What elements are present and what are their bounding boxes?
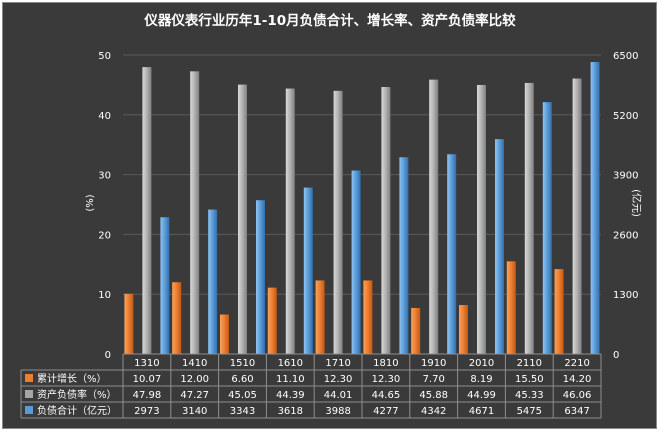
legend-key-series-2 bbox=[25, 406, 33, 414]
table-cell: 44.99 bbox=[467, 390, 496, 401]
table-cell: 4342 bbox=[421, 406, 446, 417]
bar-1410-series-0 bbox=[172, 282, 182, 354]
category-label: 1410 bbox=[182, 358, 207, 369]
table-cell: 45.33 bbox=[515, 390, 544, 401]
category-label: 2010 bbox=[469, 358, 494, 369]
table-cell: 4277 bbox=[373, 406, 398, 417]
right-tick-label: 6500 bbox=[613, 51, 638, 62]
left-axis-label: (%) bbox=[85, 194, 96, 211]
table-cell: 45.05 bbox=[228, 390, 257, 401]
bar-1610-series-1 bbox=[285, 88, 295, 355]
table-cell: 3343 bbox=[230, 406, 255, 417]
table-cell: 45.88 bbox=[419, 390, 448, 401]
table-cell: 3140 bbox=[182, 406, 207, 417]
table-cell: 44.39 bbox=[276, 390, 305, 401]
bar-2110-series-1 bbox=[524, 82, 534, 354]
table-cell: 6347 bbox=[564, 406, 589, 417]
table-cell: 46.06 bbox=[563, 390, 592, 401]
right-tick-label: 3900 bbox=[613, 171, 638, 182]
left-tick-label: 40 bbox=[98, 111, 111, 122]
category-label: 1310 bbox=[134, 358, 159, 369]
legend-key-series-1 bbox=[25, 390, 33, 398]
category-label: 2210 bbox=[564, 358, 589, 369]
right-axis-label: (亿元) bbox=[630, 189, 643, 217]
bar-1510-series-1 bbox=[238, 84, 247, 354]
bar-2010-series-0 bbox=[459, 305, 468, 354]
bar-1510-series-2 bbox=[256, 200, 265, 354]
bar-1310-series-2 bbox=[160, 217, 170, 354]
bar-1810-series-0 bbox=[363, 280, 373, 354]
chart-frame: 仪器仪表行业历年1-10月负债合计、增长率、资产负债率比较 0 10 20 30 40 5… bbox=[2, 2, 657, 429]
bar-2210-series-1 bbox=[572, 78, 582, 354]
bar-1910-series-0 bbox=[411, 307, 421, 354]
legend-key-series-0 bbox=[25, 374, 33, 382]
table-cell: 5475 bbox=[517, 406, 542, 417]
right-tick-label: 1300 bbox=[613, 290, 638, 301]
bar-2210-series-0 bbox=[554, 269, 564, 354]
legend-label-series-0: 累计增长（%） bbox=[37, 372, 107, 385]
bar-2110-series-0 bbox=[506, 261, 516, 354]
table-cell: 11.10 bbox=[276, 374, 305, 385]
left-tick-label: 0 bbox=[105, 350, 111, 361]
bar-1810-series-2 bbox=[399, 157, 409, 354]
legend-label-series-1: 资产负债率（%） bbox=[37, 388, 117, 401]
bar-2010-series-2 bbox=[495, 139, 504, 354]
bar-1510-series-0 bbox=[220, 314, 229, 354]
left-tick-label: 50 bbox=[98, 51, 111, 62]
table-cell: 2973 bbox=[134, 406, 159, 417]
bar-1410-series-1 bbox=[190, 71, 200, 354]
bar-1910-series-2 bbox=[447, 154, 457, 354]
bar-1310-series-1 bbox=[142, 67, 152, 355]
data-table: 1310 1410 1510 1610 1710 1810 1910 2010 2110 2210… bbox=[20, 353, 602, 419]
chart-title: 仪器仪表行业历年1-10月负债合计、增长率、资产负债率比较 bbox=[143, 12, 516, 29]
table-cell: 12.30 bbox=[372, 374, 401, 385]
bar-1710-series-1 bbox=[333, 90, 343, 355]
left-axis-ticks: 0 10 20 30 40 50 bbox=[98, 51, 111, 361]
right-tick-label: 0 bbox=[613, 350, 619, 361]
bar-2010-series-1 bbox=[477, 84, 486, 354]
table-cell: 15.50 bbox=[515, 374, 544, 385]
category-label: 1910 bbox=[421, 358, 446, 369]
bar-1710-series-2 bbox=[351, 170, 361, 354]
left-tick-label: 10 bbox=[98, 290, 111, 301]
table-cell: 14.20 bbox=[563, 374, 592, 385]
category-label: 1810 bbox=[373, 358, 398, 369]
bars bbox=[124, 62, 600, 355]
table-cell: 6.60 bbox=[231, 374, 253, 385]
table-cell: 3988 bbox=[325, 406, 350, 417]
category-label: 2110 bbox=[517, 358, 542, 369]
table-cell: 47.27 bbox=[180, 390, 209, 401]
table-cell: 47.98 bbox=[133, 390, 162, 401]
right-tick-label: 5200 bbox=[613, 111, 638, 122]
table-cell: 44.65 bbox=[372, 390, 401, 401]
category-label: 1610 bbox=[278, 358, 303, 369]
gridlines bbox=[123, 54, 601, 295]
category-label: 1710 bbox=[325, 358, 350, 369]
bar-1910-series-1 bbox=[429, 79, 439, 354]
bar-1310-series-0 bbox=[124, 293, 134, 354]
bar-2210-series-2 bbox=[590, 62, 600, 355]
table-cell: 10.07 bbox=[133, 374, 162, 385]
table-cell: 4671 bbox=[469, 406, 494, 417]
bar-1610-series-2 bbox=[303, 187, 313, 354]
left-tick-label: 30 bbox=[98, 171, 111, 182]
table-cell: 8.19 bbox=[470, 374, 492, 385]
table-cell: 12.00 bbox=[180, 374, 209, 385]
bar-1410-series-2 bbox=[208, 209, 218, 354]
right-axis-ticks: 0 1300 2600 3900 5200 6500 bbox=[613, 51, 638, 361]
right-tick-label: 2600 bbox=[613, 230, 638, 241]
bar-1710-series-0 bbox=[315, 280, 325, 354]
bar-1610-series-0 bbox=[267, 287, 277, 354]
bar-2110-series-2 bbox=[542, 102, 552, 355]
chart: 仪器仪表行业历年1-10月负债合计、增长率、资产负债率比较 0 10 20 30 40 5… bbox=[20, 12, 643, 419]
legend-label-series-2: 负债合计（亿元） bbox=[37, 404, 117, 417]
bar-1810-series-1 bbox=[381, 86, 391, 355]
left-tick-label: 20 bbox=[98, 230, 111, 241]
table-cell: 7.70 bbox=[423, 374, 445, 385]
table-cell: 44.01 bbox=[324, 390, 353, 401]
table-cell: 12.30 bbox=[324, 374, 353, 385]
category-label: 1510 bbox=[230, 358, 255, 369]
table-cell: 3618 bbox=[278, 406, 303, 417]
